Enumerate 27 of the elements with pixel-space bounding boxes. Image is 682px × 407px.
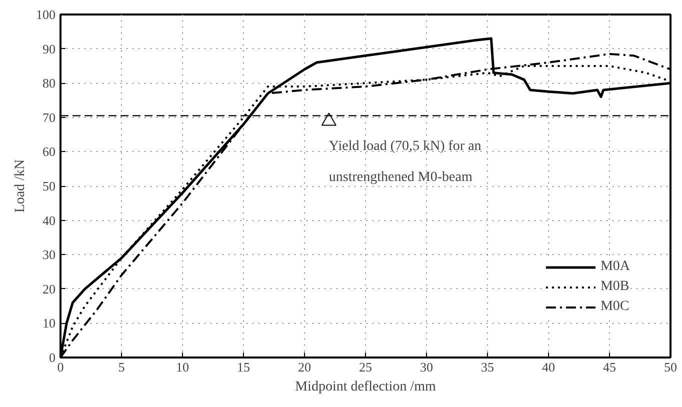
legend-label: M0C — [600, 299, 630, 315]
y-tick-label: 90 — [42, 41, 56, 56]
y-tick-label: 20 — [42, 281, 56, 296]
legend-label: M0B — [600, 279, 630, 295]
x-tick-label: 20 — [298, 360, 311, 374]
x-tick-label: 30 — [420, 360, 433, 374]
x-tick-label: 15 — [237, 360, 250, 374]
y-tick-label: 100 — [36, 7, 56, 22]
x-tick-label: 25 — [359, 360, 372, 374]
y-tick-label: 40 — [42, 212, 56, 228]
annotation: Yield load (70,5 kN) for an unstrengthened M0-beam — [328, 139, 482, 185]
x-axis-title: Midpoint deflection /mm — [295, 380, 436, 394]
legend-label: M0A — [600, 259, 630, 275]
y-tick-label: 80 — [42, 76, 56, 91]
y-tick-label: 70 — [42, 110, 56, 125]
y-axis-title: Load /kN — [13, 159, 28, 213]
x-tick-label: 10 — [176, 360, 189, 374]
x-tick-label: 50 — [664, 360, 677, 374]
x-tick-label: 5 — [118, 360, 125, 374]
x-tick-label: 45 — [603, 360, 616, 374]
y-tick-label: 30 — [42, 247, 56, 262]
y-tick-label: 50 — [42, 178, 56, 194]
y-tick-label: 10 — [42, 316, 56, 331]
x-tick-label: 35 — [481, 360, 494, 374]
x-tick-label: 40 — [542, 360, 555, 374]
y-tick-label: 60 — [42, 144, 56, 160]
y-tick-label: 0 — [49, 350, 56, 365]
